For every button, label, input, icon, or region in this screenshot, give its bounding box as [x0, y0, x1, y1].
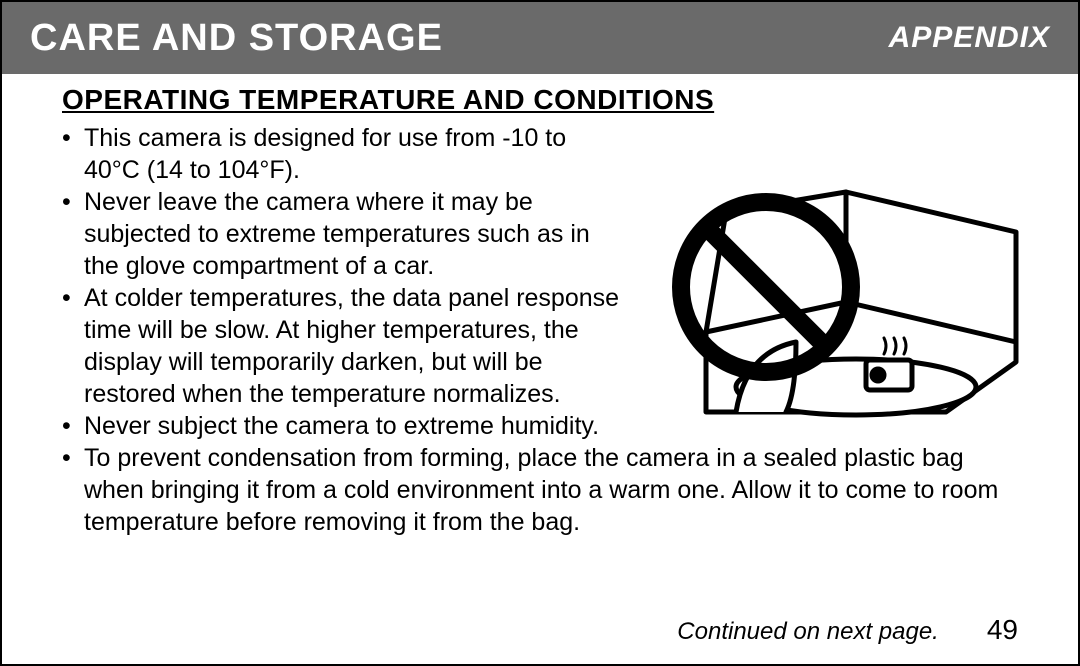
prohibition-dashboard-illustration [646, 182, 1026, 442]
bullet-item: At colder temperatures, the data panel r… [62, 282, 622, 410]
footer: Continued on next page. 49 [677, 614, 1018, 646]
bullet-item: This camera is designed for use from -10… [62, 122, 622, 186]
manual-page: CARE AND STORAGE APPENDIX OPERATING TEMP… [0, 0, 1080, 666]
header-bar: CARE AND STORAGE APPENDIX [2, 2, 1078, 74]
page-number: 49 [987, 614, 1018, 646]
continued-text: Continued on next page. [677, 618, 939, 646]
header-title: CARE AND STORAGE [30, 17, 443, 60]
subheading: OPERATING TEMPERATURE AND CONDITIONS [62, 84, 1028, 116]
content-area: OPERATING TEMPERATURE AND CONDITIONS Thi… [2, 74, 1078, 664]
bullet-item: Never leave the camera where it may be s… [62, 186, 622, 282]
header-appendix: APPENDIX [889, 21, 1050, 55]
bullet-item: To prevent condensation from forming, pl… [62, 442, 1028, 538]
